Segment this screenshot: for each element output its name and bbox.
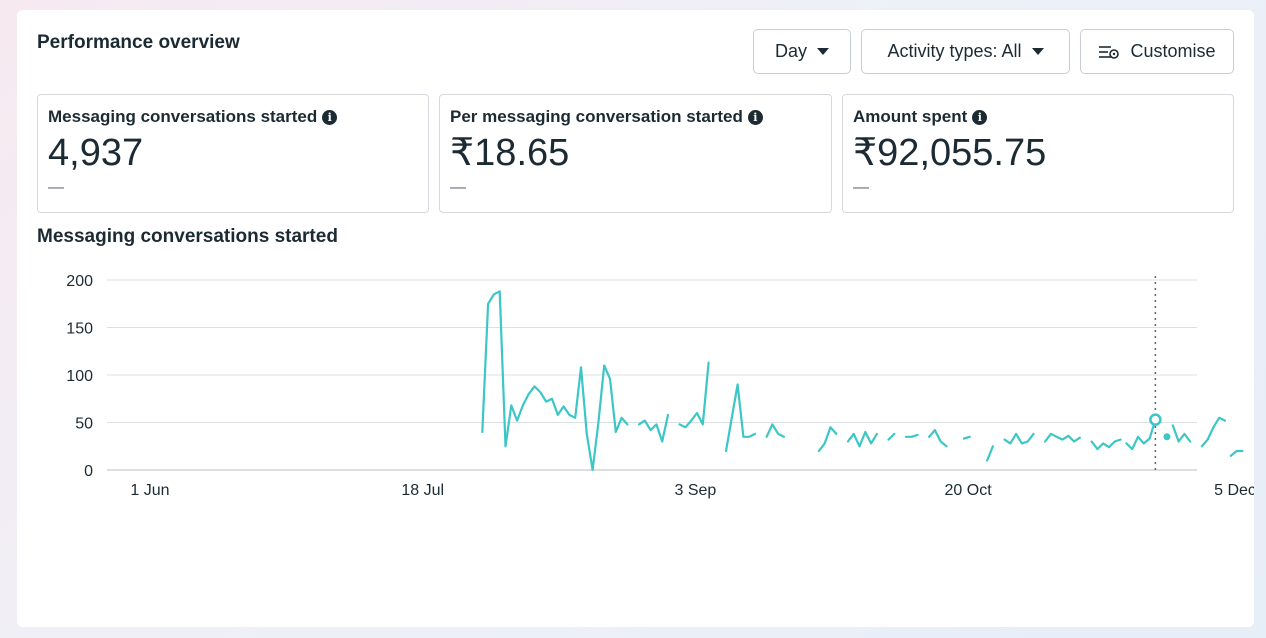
series-line-segment: [1090, 438, 1122, 451]
hover-point: [1149, 413, 1162, 426]
sliders-icon: [1099, 45, 1120, 59]
series-line-segment: [765, 423, 786, 438]
customise-label: Customise: [1130, 41, 1216, 61]
metric-delta: —: [450, 178, 466, 196]
metric-label: Messaging conversations started i: [48, 107, 418, 127]
series-line-segment: [724, 383, 757, 453]
metric-value: 4,937: [48, 132, 144, 174]
info-icon[interactable]: i: [747, 109, 763, 125]
chart-title: Messaging conversations started: [37, 226, 338, 247]
customise-button[interactable]: Customise: [1080, 29, 1234, 74]
series-line-segment: [962, 435, 971, 440]
x-tick-label: 3 Sep: [674, 482, 716, 499]
metric-value: ₹18.65: [450, 132, 570, 174]
y-tick-label: 100: [66, 368, 93, 385]
series-line-segment: [846, 430, 879, 448]
metric-label: Per messaging conversation started i: [450, 107, 821, 127]
activity-types-dropdown[interactable]: Activity types: All: [861, 29, 1070, 74]
series-line-segment: [678, 361, 710, 429]
series-line-segment: [1043, 432, 1082, 443]
series-line-segment: [1200, 416, 1227, 448]
y-tick-label: 150: [66, 321, 93, 338]
y-tick-label: 200: [66, 273, 93, 290]
series-line-segment: [637, 413, 670, 443]
x-tick-label: 18 Jul: [401, 482, 444, 499]
series-line-segment: [1125, 418, 1157, 451]
day-dropdown-label: Day: [774, 41, 807, 61]
data-point: [1163, 433, 1171, 441]
info-icon[interactable]: i: [322, 109, 338, 125]
y-tick-label: 50: [75, 416, 93, 433]
info-icon[interactable]: i: [972, 109, 988, 125]
series-line-segment: [481, 290, 629, 472]
day-dropdown[interactable]: Day: [753, 29, 851, 74]
performance-panel: Performance overview Day Activity types:…: [17, 10, 1254, 627]
y-tick-label: 0: [84, 463, 93, 480]
caret-down-icon: [817, 48, 829, 55]
series-line-segment: [985, 445, 995, 462]
caret-down-icon: [1031, 48, 1044, 55]
series-line-segment: [927, 429, 948, 448]
series-line-segment: [1003, 432, 1035, 445]
metric-delta: —: [48, 178, 64, 196]
metric-label-text: Messaging conversations started: [48, 107, 318, 126]
series-line-segment: [817, 426, 838, 453]
x-tick-label: 5 Dec: [1214, 482, 1254, 499]
metric-card-cost-per-conversation[interactable]: Per messaging conversation started i ₹18…: [439, 94, 832, 213]
metric-value: ₹92,055.75: [853, 132, 1047, 174]
series-line-segment: [1229, 449, 1244, 457]
line-chart[interactable]: 0 50 100 150 200 1 Jun 18 Jul 3 Sep 20 Oct 5 Dec: [17, 10, 1254, 627]
page-title: Performance overview: [37, 32, 240, 53]
metric-label: Amount spent i: [853, 107, 1223, 127]
metric-delta: —: [853, 178, 869, 196]
metric-card-amount-spent[interactable]: Amount spent i ₹92,055.75 —: [842, 94, 1234, 213]
metric-label-text: Amount spent: [853, 107, 968, 126]
metric-card-conversations[interactable]: Messaging conversations started i 4,937 …: [37, 94, 429, 213]
series-line-segment: [887, 432, 896, 441]
series-line-segment: [904, 433, 919, 438]
x-tick-label: 20 Oct: [945, 482, 993, 499]
x-tick-label: 1 Jun: [130, 482, 169, 499]
series-line-segment: [1171, 424, 1192, 443]
activity-types-label: Activity types: All: [887, 41, 1022, 61]
metric-label-text: Per messaging conversation started: [450, 107, 743, 126]
